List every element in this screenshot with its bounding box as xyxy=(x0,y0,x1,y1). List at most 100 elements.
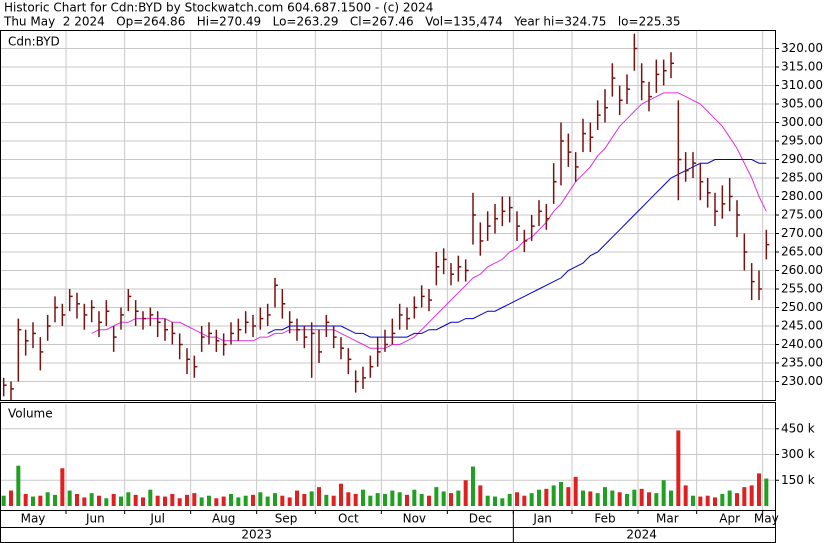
volume-bar xyxy=(258,492,263,506)
volume-bar xyxy=(647,492,651,506)
x-tick-label: Aug xyxy=(212,512,235,526)
y-tick-label: 270.00 xyxy=(781,226,823,240)
moving-average-line xyxy=(267,159,767,338)
volume-bar xyxy=(317,487,321,506)
volume-bar xyxy=(155,495,160,506)
volume-bar xyxy=(111,493,116,506)
x-tick-label: Dec xyxy=(469,512,492,526)
volume-bar xyxy=(104,498,109,506)
volume-bar xyxy=(119,496,123,506)
volume-bar xyxy=(309,491,314,506)
y-tick-label: 150 k xyxy=(781,473,815,487)
volume-bar xyxy=(141,497,145,506)
volume-bar xyxy=(375,493,380,506)
volume-bar xyxy=(1,495,6,506)
volume-bar xyxy=(669,490,673,506)
volume-bar xyxy=(243,495,248,506)
x-tick-label: Oct xyxy=(338,512,359,526)
volume-bar xyxy=(346,492,351,506)
volume-bar xyxy=(625,493,629,506)
x-tick-label: Mar xyxy=(656,512,679,526)
volume-bar xyxy=(742,487,747,506)
volume-bar xyxy=(478,485,483,506)
volume-bar xyxy=(16,465,21,506)
volume-bar xyxy=(221,496,226,506)
x-tick-label: Jun xyxy=(85,512,105,526)
volume-bar xyxy=(273,493,277,506)
symbol-label: Cdn:BYD xyxy=(8,35,60,49)
volume-bar xyxy=(45,492,50,506)
volume-bar xyxy=(126,492,131,506)
y-tick-label: 245.00 xyxy=(781,319,823,333)
y-tick-label: 315.00 xyxy=(781,60,823,74)
volume-bar xyxy=(214,498,219,506)
volume-bar xyxy=(89,493,94,506)
volume-bar xyxy=(705,495,710,506)
volume-bar xyxy=(361,489,365,506)
volume-bar xyxy=(9,490,13,506)
volume-bar xyxy=(757,473,761,506)
volume-bar xyxy=(559,481,563,506)
y-tick-label: 235.00 xyxy=(781,356,823,370)
volume-bar xyxy=(207,495,211,506)
volume-bar xyxy=(67,490,72,506)
volume-bar xyxy=(449,493,453,506)
x-tick-label: Jul xyxy=(149,512,164,526)
y-tick-label: 250.00 xyxy=(781,300,823,314)
volume-bar xyxy=(588,491,593,506)
volume-bar xyxy=(177,498,182,506)
x-tick-label: Jan xyxy=(532,512,552,526)
volume-bar xyxy=(485,495,490,506)
volume-bar xyxy=(405,494,409,506)
volume-bar xyxy=(280,495,285,506)
volume-bar xyxy=(749,485,754,506)
y-tick-label: 265.00 xyxy=(781,245,823,259)
x-tick-label: Apr xyxy=(719,512,740,526)
year-label: 2023 xyxy=(241,528,272,542)
y-tick-label: 320.00 xyxy=(781,41,823,55)
volume-bar xyxy=(441,491,446,506)
volume-bar xyxy=(720,493,725,506)
volume-bar xyxy=(331,495,336,506)
volume-bar xyxy=(419,493,424,506)
volume-bar xyxy=(229,493,233,506)
volume-bar xyxy=(544,488,549,506)
volume-bar xyxy=(192,493,197,506)
x-tick-label: Nov xyxy=(403,512,426,526)
volume-bar xyxy=(639,488,644,506)
volume-bar xyxy=(75,493,79,506)
volume-bar xyxy=(427,495,431,506)
volume-bar xyxy=(617,492,622,506)
volume-bar xyxy=(31,496,35,506)
volume-bar xyxy=(764,478,769,506)
volume-bar xyxy=(632,489,637,506)
volume-bar xyxy=(302,493,307,506)
volume-bar xyxy=(515,492,519,506)
volume-bar xyxy=(676,430,681,506)
volume-bar xyxy=(23,493,28,506)
y-tick-label: 290.00 xyxy=(781,152,823,166)
volume-bar xyxy=(53,494,57,506)
volume-bar xyxy=(199,497,204,506)
volume-bar xyxy=(610,490,615,506)
volume-bar xyxy=(185,494,189,506)
volume-bar xyxy=(397,492,402,506)
y-tick-label: 280.00 xyxy=(781,189,823,203)
volume-bar xyxy=(581,490,585,506)
volume-bar xyxy=(551,485,556,506)
volume-bar xyxy=(82,497,87,506)
volume-bar xyxy=(434,487,439,506)
volume-bar xyxy=(97,495,101,506)
volume-bar xyxy=(691,495,695,506)
volume-bar xyxy=(735,493,739,506)
volume-bar xyxy=(471,466,475,506)
volume-bar xyxy=(251,494,255,506)
volume-bar xyxy=(493,496,497,506)
volume-bar xyxy=(537,489,541,506)
volume-bar xyxy=(713,497,717,506)
volume-bar xyxy=(463,480,468,506)
chart-title: Historic Chart for Cdn:BYD by Stockwatch… xyxy=(4,1,433,15)
volume-bar xyxy=(236,497,241,506)
y-tick-label: 275.00 xyxy=(781,208,823,222)
